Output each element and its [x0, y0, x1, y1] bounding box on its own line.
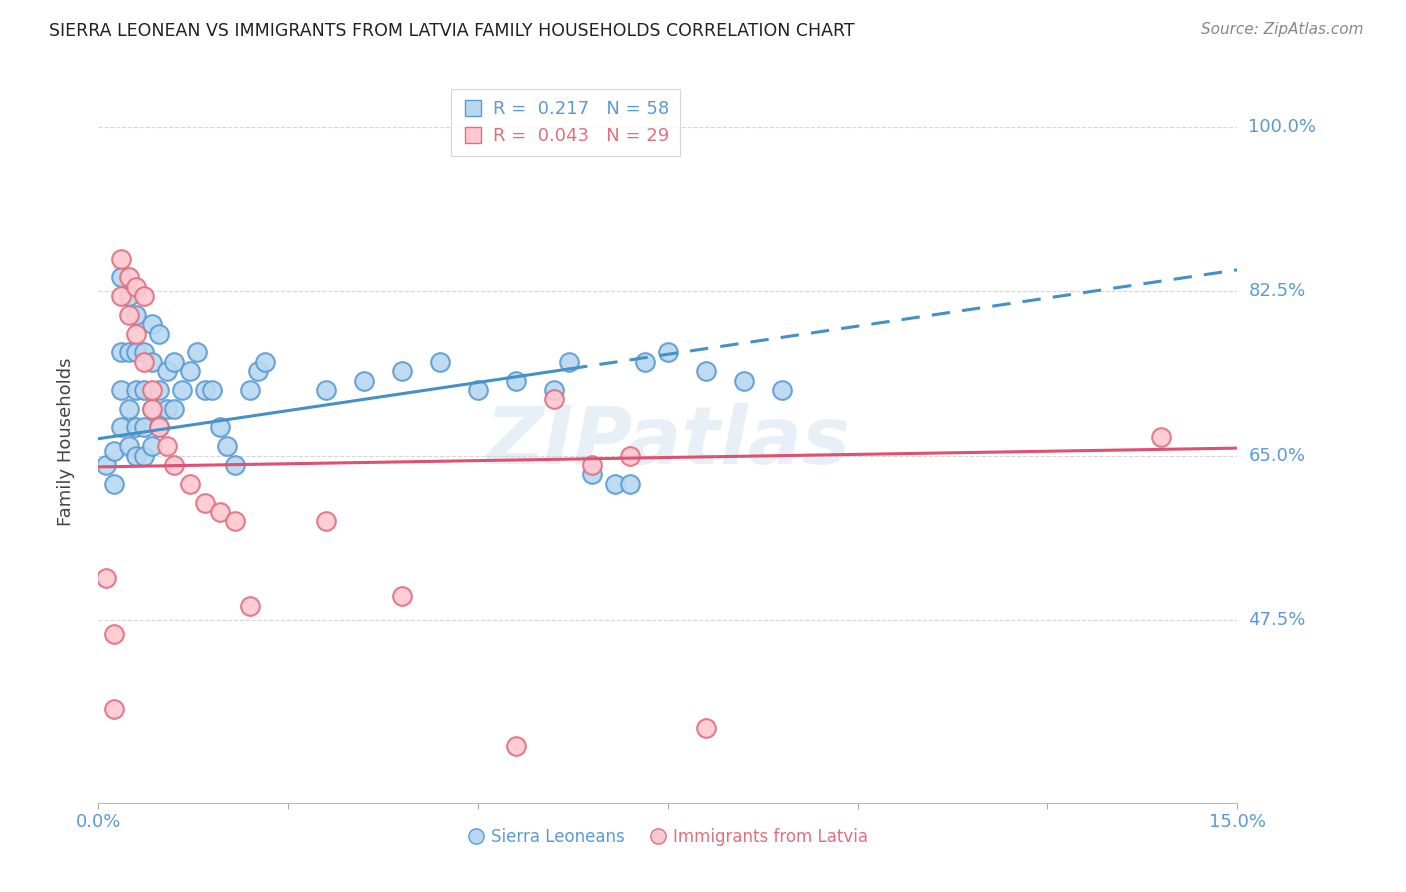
Point: [1150, 430, 1173, 444]
Point: [163, 401, 186, 416]
Point: [467, 383, 489, 397]
Point: [118, 308, 141, 322]
Point: [132, 420, 155, 434]
Point: [132, 383, 155, 397]
Point: [118, 289, 141, 303]
Point: [141, 401, 163, 416]
Point: [132, 355, 155, 369]
Point: [125, 326, 148, 341]
Point: [163, 355, 186, 369]
Point: [103, 627, 125, 641]
Point: [148, 420, 170, 434]
Point: [239, 599, 262, 613]
Point: [110, 345, 132, 359]
Point: [179, 364, 201, 378]
Point: [186, 345, 208, 359]
Point: [125, 449, 148, 463]
Point: [148, 326, 170, 341]
Point: [505, 374, 527, 388]
Point: [543, 383, 565, 397]
Point: [125, 383, 148, 397]
Point: [110, 270, 132, 285]
Point: [619, 476, 641, 491]
Point: [224, 458, 246, 472]
Point: [603, 476, 626, 491]
Point: [141, 318, 163, 332]
Text: 100.0%: 100.0%: [1249, 119, 1316, 136]
Point: [695, 721, 717, 735]
Point: [103, 476, 125, 491]
Point: [619, 449, 641, 463]
Point: [224, 514, 246, 528]
Point: [141, 383, 163, 397]
Text: 65.0%: 65.0%: [1249, 447, 1305, 465]
Point: [315, 383, 337, 397]
Point: [353, 374, 375, 388]
Point: [543, 392, 565, 407]
Point: [125, 420, 148, 434]
Text: SIERRA LEONEAN VS IMMIGRANTS FROM LATVIA FAMILY HOUSEHOLDS CORRELATION CHART: SIERRA LEONEAN VS IMMIGRANTS FROM LATVIA…: [49, 22, 855, 40]
Point: [695, 364, 717, 378]
Point: [156, 364, 179, 378]
Point: [657, 345, 679, 359]
Point: [118, 401, 141, 416]
Text: 47.5%: 47.5%: [1249, 611, 1306, 629]
Point: [170, 383, 193, 397]
Point: [391, 364, 413, 378]
Point: [156, 401, 179, 416]
Point: [194, 383, 217, 397]
Point: [201, 383, 224, 397]
Point: [132, 289, 155, 303]
Point: [141, 439, 163, 453]
Text: 82.5%: 82.5%: [1249, 283, 1306, 301]
Point: [429, 355, 451, 369]
Y-axis label: Family Households: Family Households: [56, 358, 75, 525]
Point: [148, 383, 170, 397]
Point: [156, 439, 179, 453]
Point: [141, 355, 163, 369]
Point: [634, 355, 657, 369]
Point: [103, 444, 125, 458]
Point: [179, 476, 201, 491]
Point: [118, 439, 141, 453]
Point: [239, 383, 262, 397]
Point: [125, 308, 148, 322]
Point: [110, 383, 132, 397]
Text: Source: ZipAtlas.com: Source: ZipAtlas.com: [1201, 22, 1364, 37]
Point: [94, 458, 117, 472]
Legend: Sierra Leoneans, Immigrants from Latvia: Sierra Leoneans, Immigrants from Latvia: [461, 821, 875, 852]
Point: [132, 449, 155, 463]
Point: [163, 458, 186, 472]
Point: [125, 279, 148, 293]
Point: [148, 420, 170, 434]
Point: [141, 401, 163, 416]
Point: [103, 702, 125, 716]
Point: [246, 364, 269, 378]
Point: [94, 571, 117, 585]
Point: [217, 439, 239, 453]
Point: [132, 345, 155, 359]
Point: [581, 458, 603, 472]
Point: [110, 420, 132, 434]
Point: [733, 374, 755, 388]
Point: [558, 355, 581, 369]
Point: [110, 289, 132, 303]
Point: [110, 252, 132, 266]
Point: [118, 270, 141, 285]
Point: [391, 590, 413, 604]
Point: [581, 467, 603, 482]
Point: [770, 383, 793, 397]
Point: [315, 514, 337, 528]
Point: [208, 505, 231, 519]
Point: [254, 355, 277, 369]
Point: [194, 495, 217, 509]
Point: [208, 420, 231, 434]
Text: ZIPatlas: ZIPatlas: [485, 402, 851, 481]
Point: [125, 345, 148, 359]
Point: [505, 739, 527, 754]
Point: [118, 345, 141, 359]
